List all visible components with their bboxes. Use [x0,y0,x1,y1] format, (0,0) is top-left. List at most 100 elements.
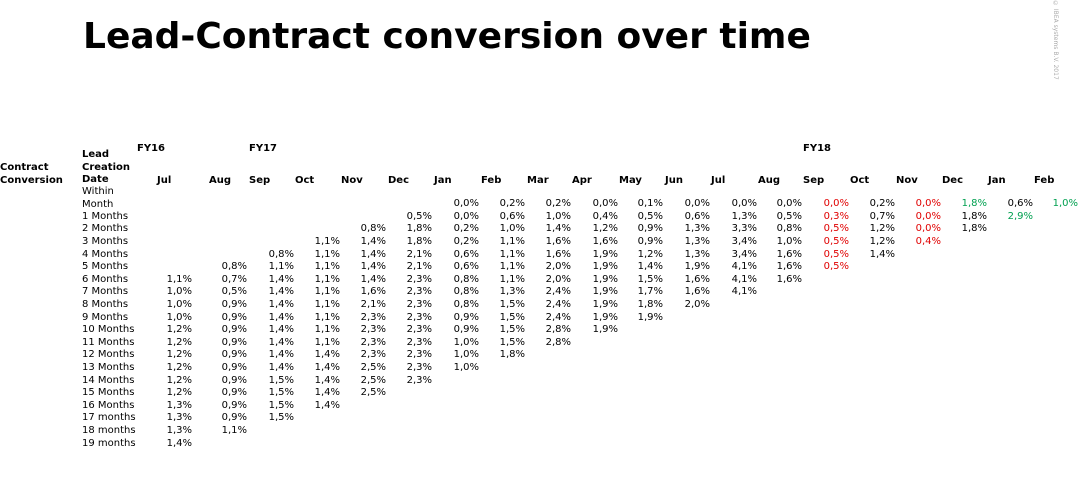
cell: 1,9% [592,248,618,260]
cell: 0,9% [221,399,247,411]
column-header: Apr [572,175,592,186]
cell: 1,5% [268,399,294,411]
cell: 1,0% [499,223,525,235]
cell: 2,3% [406,361,432,373]
row-label: 12 Months [82,349,135,361]
cell: 0,9% [221,374,247,386]
column-header: Aug [758,175,781,186]
column-header: May [619,175,642,186]
row-header-label: Lead Creation Date [82,149,130,186]
cell: 0,8% [360,223,386,235]
cell: 2,0% [684,298,710,310]
row-label: 5 Months [82,261,129,273]
cell: 2,3% [360,311,386,323]
cell: 1,1% [314,286,340,298]
cell: 2,8% [545,324,571,336]
cell: 0,5% [406,210,432,222]
cell: 0,0% [776,197,802,209]
cell: 4,1% [731,273,757,285]
cell: 1,4% [360,261,386,273]
cell: 1,4% [360,248,386,260]
cell: 1,5% [637,273,663,285]
cell: 1,6% [545,248,571,260]
cell: 3,4% [731,248,757,260]
row-label: 10 Months [82,324,135,336]
cell: 2,3% [406,349,432,361]
cell: 1,2% [869,235,895,247]
column-header: Nov [341,175,363,186]
cell: 1,6% [776,273,802,285]
cell: 0,5% [823,223,849,235]
cell: 0,8% [453,298,479,310]
cell: 1,2% [166,336,192,348]
cell: 0,5% [823,248,849,260]
cell: 1,9% [684,261,710,273]
cell: 0,9% [221,349,247,361]
cell: 0,2% [453,223,479,235]
cell: 1,1% [314,311,340,323]
cell: 1,8% [406,235,432,247]
cell: 0,2% [499,197,525,209]
column-header: Sep [803,175,825,186]
cell: 1,5% [268,412,294,424]
cell: 1,1% [314,298,340,310]
cell: 2,4% [545,298,571,310]
row-label: 13 Months [82,361,135,373]
cell: 0,9% [453,324,479,336]
cell: 1,9% [592,324,618,336]
cell: 2,0% [545,273,571,285]
column-header: Jan [434,175,452,186]
cell: 1,1% [166,273,192,285]
cell: 0,1% [637,197,663,209]
cell: 1,2% [166,349,192,361]
cell: 0,8% [453,286,479,298]
cell: 0,0% [823,197,849,209]
row-label: 7 Months [82,286,129,298]
column-header: Feb [481,175,502,186]
cell: 0,8% [776,223,802,235]
cell: 0,9% [221,311,247,323]
cell: 1,7% [637,286,663,298]
cell: 1,8% [961,223,987,235]
column-header: Aug [209,175,232,186]
cell: 1,5% [499,298,525,310]
cell: 1,6% [776,261,802,273]
cell: 1,4% [869,248,895,260]
cell: 1,2% [166,387,192,399]
cell: 1,5% [268,374,294,386]
copyright: © IBEA systems B.V. 2017 [1052,0,1059,80]
fiscal-year: FY17 [249,143,277,154]
cell: 1,1% [314,273,340,285]
cell: 1,9% [592,261,618,273]
cell: 0,8% [453,273,479,285]
cell: 1,5% [499,311,525,323]
cell: 0,9% [221,387,247,399]
cell: 1,4% [268,311,294,323]
row-label: 19 months [82,437,136,449]
column-header: Jul [711,175,726,186]
cell: 1,2% [166,324,192,336]
cell: 1,2% [637,248,663,260]
cell: 1,4% [360,273,386,285]
cell: 1,1% [499,261,525,273]
cell: 1,0% [776,235,802,247]
cell: 1,1% [499,248,525,260]
cell: 1,4% [268,361,294,373]
cell: 1,9% [637,311,663,323]
cell: 1,6% [545,235,571,247]
column-header: Oct [850,175,870,186]
cell: 1,3% [166,399,192,411]
cell: 0,4% [915,235,941,247]
cell: 1,6% [360,286,386,298]
cell: 1,5% [499,324,525,336]
cell: 0,0% [915,197,941,209]
cell: 1,8% [637,298,663,310]
row-label: 9 Months [82,311,129,323]
cell: 1,4% [314,387,340,399]
cell: 2,1% [406,261,432,273]
row-label: 8 Months [82,298,129,310]
cell: 1,8% [961,210,987,222]
cell: 1,0% [545,210,571,222]
cell: 2,3% [406,324,432,336]
